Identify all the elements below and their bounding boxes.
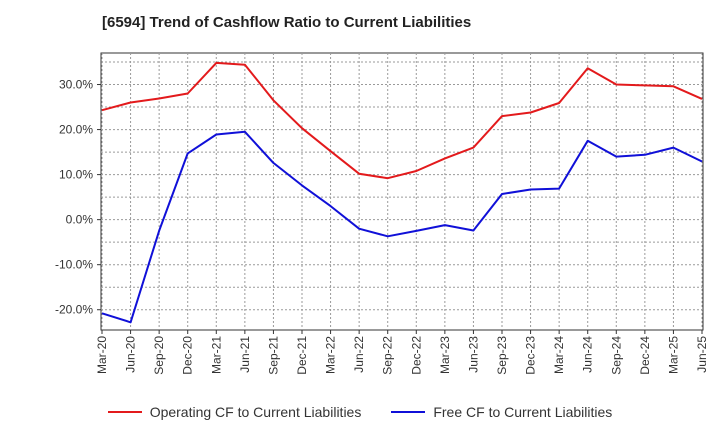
x-axis-ticks: Mar-20 Jun-20 Sep-20 Dec-20 Mar-21 Jun-21 Sep-… xyxy=(95,330,709,375)
chart-title: [6594] Trend of Cashflow Ratio to Curren… xyxy=(102,14,472,31)
legend-swatch-operating xyxy=(107,411,142,413)
x-tick-label: Jun-24 xyxy=(581,336,595,373)
x-tick-label: Sep-20 xyxy=(152,336,166,375)
x-tick-label: Sep-24 xyxy=(609,336,623,375)
x-tick-label: Dec-24 xyxy=(638,336,652,375)
legend-item-operating[interactable]: Operating CF to Current Liabilities xyxy=(107,404,362,420)
x-tick-label: Jun-23 xyxy=(466,336,480,373)
plot-area xyxy=(100,52,704,331)
x-tick-label: Mar-24 xyxy=(552,336,566,374)
legend: Operating CF to Current Liabilities Free… xyxy=(0,404,720,420)
grid-lines xyxy=(101,53,703,330)
legend-label-free: Free CF to Current Liabilities xyxy=(433,404,613,420)
x-tick-label: Mar-23 xyxy=(438,336,452,374)
y-tick-label: 10.0% xyxy=(59,168,93,182)
x-tick-label: Mar-21 xyxy=(209,336,223,374)
x-tick-label: Sep-21 xyxy=(266,336,280,375)
legend-label-operating: Operating CF to Current Liabilities xyxy=(149,404,362,420)
x-tick-label: Jun-21 xyxy=(238,336,252,373)
x-tick-label: Sep-23 xyxy=(495,336,509,375)
x-tick-label: Dec-22 xyxy=(409,336,423,375)
legend-swatch-free xyxy=(391,411,426,413)
x-tick-label: Jun-22 xyxy=(352,336,366,373)
y-tick-label: 30.0% xyxy=(59,78,93,92)
series-line-operating xyxy=(101,61,703,180)
x-tick-label: Sep-22 xyxy=(381,336,395,375)
x-tick-label: Dec-23 xyxy=(524,336,538,375)
legend-item-free[interactable]: Free CF to Current Liabilities xyxy=(391,404,612,420)
series-line-free xyxy=(101,130,703,324)
y-tick-label: -20.0% xyxy=(55,303,93,317)
x-tick-label: Jun-25 xyxy=(695,336,709,373)
x-tick-label: Mar-22 xyxy=(324,336,338,374)
y-tick-label: 20.0% xyxy=(59,123,93,137)
series-lines xyxy=(101,61,703,324)
x-tick-label: Mar-20 xyxy=(95,336,109,374)
x-tick-label: Jun-20 xyxy=(124,336,138,373)
x-tick-label: Dec-21 xyxy=(295,336,309,375)
x-tick-label: Mar-25 xyxy=(666,336,680,374)
y-tick-label: -10.0% xyxy=(55,258,93,272)
y-axis-ticks: 30.0% 20.0% 10.0% 0.0% -10.0% -20.0% xyxy=(55,78,101,317)
y-tick-label: 0.0% xyxy=(66,213,94,227)
x-tick-label: Dec-20 xyxy=(181,336,195,375)
